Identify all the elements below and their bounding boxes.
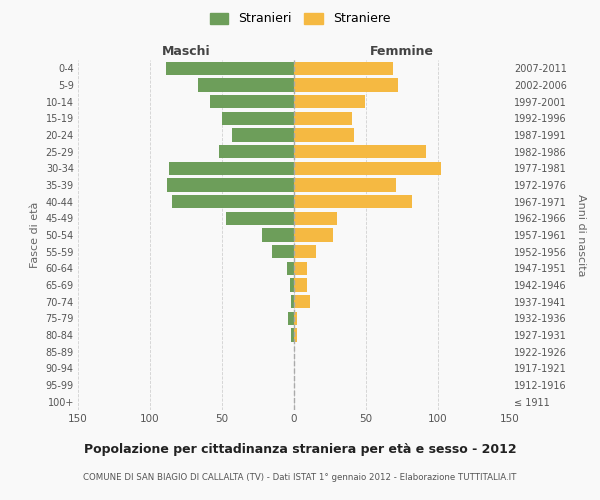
Text: Popolazione per cittadinanza straniera per età e sesso - 2012: Popolazione per cittadinanza straniera p… bbox=[83, 442, 517, 456]
Bar bbox=[294, 178, 396, 192]
Bar bbox=[294, 212, 337, 225]
Bar bbox=[287, 262, 294, 275]
Bar bbox=[167, 178, 294, 192]
Bar bbox=[294, 162, 441, 175]
Y-axis label: Anni di nascita: Anni di nascita bbox=[577, 194, 586, 276]
Bar bbox=[169, 162, 294, 175]
Bar bbox=[172, 195, 294, 208]
Bar bbox=[294, 328, 297, 342]
Text: Maschi: Maschi bbox=[161, 46, 211, 59]
Bar bbox=[294, 128, 355, 141]
Bar bbox=[294, 62, 394, 75]
Bar bbox=[294, 278, 307, 291]
Bar bbox=[294, 295, 310, 308]
Bar bbox=[294, 112, 352, 125]
Bar bbox=[262, 228, 294, 241]
Bar bbox=[197, 78, 294, 92]
Bar bbox=[272, 245, 294, 258]
Legend: Stranieri, Straniere: Stranieri, Straniere bbox=[206, 8, 394, 29]
Text: COMUNE DI SAN BIAGIO DI CALLALTA (TV) - Dati ISTAT 1° gennaio 2012 - Elaborazion: COMUNE DI SAN BIAGIO DI CALLALTA (TV) - … bbox=[83, 472, 517, 482]
Bar bbox=[294, 228, 333, 241]
Bar bbox=[290, 278, 294, 291]
Bar bbox=[166, 62, 294, 75]
Bar bbox=[294, 78, 398, 92]
Bar bbox=[294, 245, 316, 258]
Bar bbox=[294, 145, 427, 158]
Bar bbox=[291, 328, 294, 342]
Y-axis label: Fasce di età: Fasce di età bbox=[30, 202, 40, 268]
Bar bbox=[211, 95, 294, 108]
Bar bbox=[294, 262, 307, 275]
Bar bbox=[288, 312, 294, 325]
Bar bbox=[222, 112, 294, 125]
Bar bbox=[294, 95, 365, 108]
Bar bbox=[219, 145, 294, 158]
Bar bbox=[232, 128, 294, 141]
Bar bbox=[226, 212, 294, 225]
Bar bbox=[294, 312, 297, 325]
Bar bbox=[291, 295, 294, 308]
Text: Femmine: Femmine bbox=[370, 46, 434, 59]
Bar bbox=[294, 195, 412, 208]
